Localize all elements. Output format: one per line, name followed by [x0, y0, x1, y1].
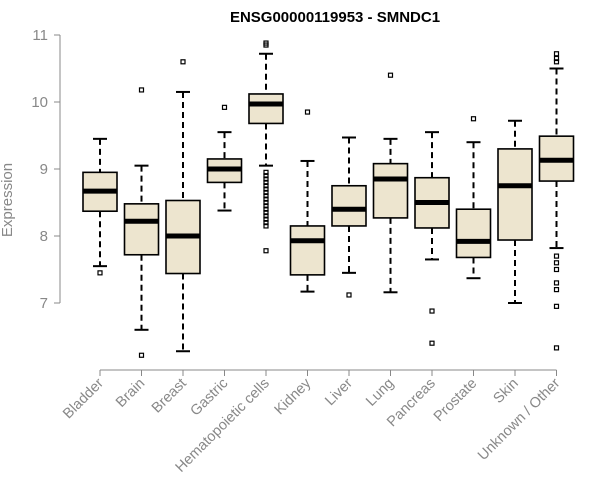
outlier-point — [263, 223, 269, 229]
outlier-point — [553, 280, 560, 286]
outlier-point — [304, 109, 311, 115]
outlier-point — [263, 183, 269, 189]
outlier-point — [138, 352, 145, 358]
outlier-point — [263, 189, 269, 196]
box-group-breast — [165, 59, 201, 353]
outlier-point — [429, 340, 435, 346]
box-group-gastric — [206, 104, 243, 212]
outlier-point — [263, 203, 269, 209]
x-tick-label: Lung — [363, 376, 397, 410]
outlier-point — [263, 42, 269, 48]
y-tick-label: 10 — [31, 94, 48, 111]
chart-title: ENSG00000119953 - SMNDC1 — [230, 9, 440, 26]
outlier-point — [263, 206, 269, 212]
outlier-point — [553, 287, 560, 293]
outlier-point — [553, 55, 560, 62]
outlier-point — [263, 213, 269, 219]
x-tick-label: Bladder — [60, 375, 107, 422]
outlier-point — [263, 179, 269, 185]
outlier-point — [263, 220, 269, 226]
box-group-unknown-other — [538, 51, 575, 351]
outlier-point — [263, 186, 269, 192]
outlier-point — [263, 248, 269, 254]
outlier-point — [553, 260, 560, 266]
y-axis: 7 8 9 10 11 — [31, 27, 61, 312]
outlier-point — [470, 116, 477, 122]
y-axis-label: Expression — [0, 163, 16, 237]
box-group-brain — [123, 87, 160, 358]
box-group-bladder — [82, 137, 118, 276]
outlier-point — [429, 308, 435, 314]
outlier-point — [138, 87, 145, 93]
outlier-point — [263, 193, 269, 199]
outlier-point — [263, 196, 269, 202]
x-tick-label: Prostate — [431, 376, 480, 425]
iqr-box — [497, 148, 533, 241]
x-tick-label: Kidney — [272, 375, 315, 418]
iqr-box — [289, 225, 326, 276]
outlier-point — [553, 345, 560, 351]
outlier-point — [553, 303, 560, 309]
outlier-point — [263, 209, 269, 216]
outlier-point — [221, 104, 228, 110]
iqr-box — [372, 162, 409, 219]
outlier-point — [263, 176, 269, 182]
x-tick-label: Liver — [322, 375, 356, 409]
outlier-point — [97, 270, 103, 276]
iqr-box — [455, 208, 492, 259]
outlier-point — [553, 253, 560, 259]
x-tick-label: Breast — [149, 376, 190, 417]
y-tick-label: 9 — [40, 161, 48, 178]
outlier-point — [553, 266, 560, 273]
y-tick-label: 7 — [40, 295, 48, 312]
box-group-hematopoietic-cells — [248, 40, 284, 254]
box-group-prostate — [455, 116, 492, 280]
outlier-point — [346, 292, 352, 298]
y-tick-label: 11 — [32, 27, 48, 44]
iqr-box — [331, 184, 367, 227]
outlier-point — [263, 216, 269, 222]
y-tick-label: 8 — [40, 228, 48, 245]
outlier-point — [263, 173, 269, 179]
outlier-point — [263, 169, 269, 175]
box-group-lung — [372, 72, 409, 294]
box-group-kidney — [289, 109, 326, 293]
box-group-pancreas — [414, 131, 450, 346]
outlier-point — [263, 199, 269, 206]
outlier-point — [387, 72, 394, 78]
box-group-liver — [331, 136, 367, 298]
box-group-skin — [497, 119, 533, 304]
x-tick-label: Skin — [491, 376, 522, 407]
outlier-point — [180, 59, 186, 65]
x-tick-label: Brain — [113, 376, 148, 411]
plot-area — [82, 40, 575, 358]
iqr-box — [123, 203, 160, 256]
outlier-point — [553, 51, 560, 57]
iqr-box — [248, 93, 284, 125]
outlier-point — [553, 59, 560, 65]
